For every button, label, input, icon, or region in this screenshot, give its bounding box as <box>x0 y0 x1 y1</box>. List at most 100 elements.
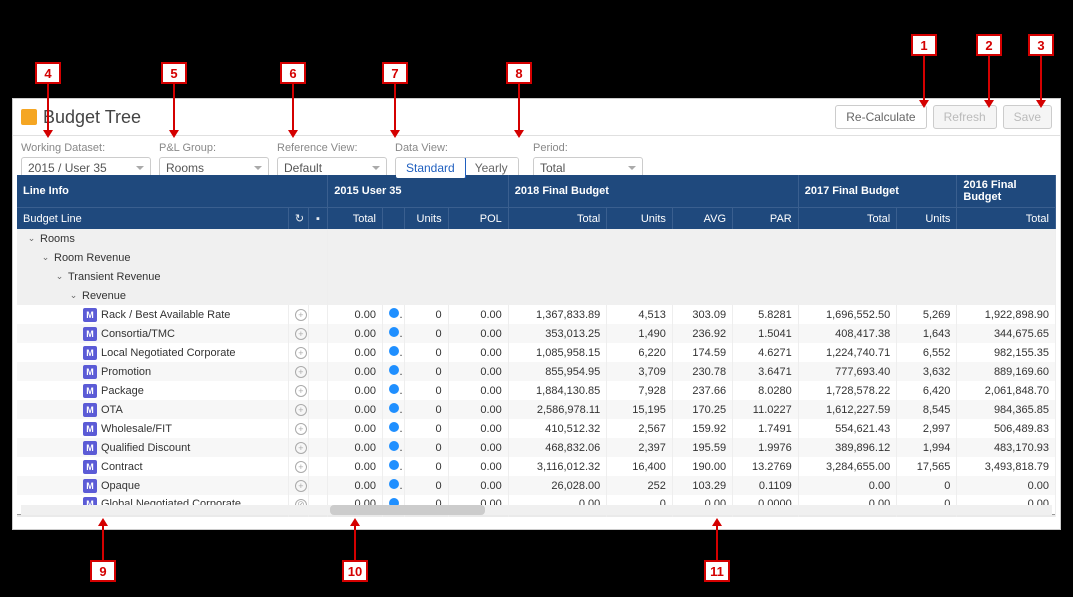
info-icon[interactable] <box>389 460 399 470</box>
cell: 0 <box>404 381 448 400</box>
info-icon[interactable] <box>389 346 399 356</box>
add-icon[interactable]: + <box>295 385 307 397</box>
col-r1-par[interactable]: PAR <box>733 208 799 230</box>
working-dataset-value: 2015 / User 35 <box>28 161 107 175</box>
add-icon[interactable]: + <box>295 461 307 473</box>
col-budget-line[interactable]: Budget Line <box>17 208 288 230</box>
m-badge-icon: M <box>83 327 97 341</box>
group-header-ref1: 2018 Final Budget <box>508 175 798 208</box>
row-label: Room Revenue <box>54 252 130 264</box>
cell: 6,552 <box>897 343 957 362</box>
col-w-units[interactable]: Units <box>404 208 448 230</box>
table-row[interactable]: M Local Negotiated Corporate + 0.0000.00… <box>17 343 1056 362</box>
add-icon[interactable]: + <box>295 366 307 378</box>
cell: 11.0227 <box>733 400 799 419</box>
history-icon[interactable]: ↻ <box>295 212 304 225</box>
col-r2-total[interactable]: Total <box>798 208 896 230</box>
collapse-icon[interactable]: ⌄ <box>55 272 64 281</box>
row-label: Transient Revenue <box>68 271 161 283</box>
row-transient-revenue[interactable]: ⌄ Transient Revenue <box>17 267 1056 286</box>
info-icon[interactable] <box>389 327 399 337</box>
row-label: Package <box>101 385 144 397</box>
info-icon[interactable] <box>389 308 399 318</box>
add-icon[interactable]: + <box>295 442 307 454</box>
cell: 16,400 <box>607 457 673 476</box>
cell: 0 <box>404 343 448 362</box>
row-label: Promotion <box>101 366 151 378</box>
cell: 1,922,898.90 <box>957 305 1056 324</box>
table-row[interactable]: M Promotion + 0.0000.00 855,954.953,7092… <box>17 362 1056 381</box>
cell: 1,696,552.50 <box>798 305 896 324</box>
callout-4: 4 <box>35 62 61 84</box>
cell: 190.00 <box>672 457 732 476</box>
pnl-group-label: P&L Group: <box>159 142 269 154</box>
info-icon[interactable] <box>389 365 399 375</box>
info-icon[interactable] <box>389 403 399 413</box>
data-view-standard[interactable]: Standard <box>395 157 466 179</box>
row-room-revenue[interactable]: ⌄ Room Revenue <box>17 248 1056 267</box>
horizontal-scrollbar[interactable] <box>21 505 1052 515</box>
cell: 0 <box>404 400 448 419</box>
col-r3-total[interactable]: Total <box>957 208 1056 230</box>
collapse-icon[interactable]: ⌄ <box>69 291 78 300</box>
comment-icon[interactable]: ▪ <box>316 213 320 225</box>
info-icon[interactable] <box>389 441 399 451</box>
callout-10: 10 <box>342 560 368 582</box>
table-row[interactable]: M Qualified Discount + 0.0000.00 468,832… <box>17 438 1056 457</box>
cell: 2,397 <box>607 438 673 457</box>
col-r1-units[interactable]: Units <box>607 208 673 230</box>
table-row[interactable]: M OTA + 0.0000.00 2,586,978.1115,195170.… <box>17 400 1056 419</box>
col-w-total[interactable]: Total <box>328 208 383 230</box>
info-icon[interactable] <box>389 479 399 489</box>
add-icon[interactable]: + <box>295 404 307 416</box>
row-revenue[interactable]: ⌄Revenue <box>17 286 1056 305</box>
table-row[interactable]: M Package + 0.0000.00 1,884,130.857,9282… <box>17 381 1056 400</box>
cell: 1,643 <box>897 324 957 343</box>
collapse-icon[interactable]: ⌄ <box>27 234 36 243</box>
cell: 389,896.12 <box>798 438 896 457</box>
cell: 410,512.32 <box>508 419 606 438</box>
cell: 984,365.85 <box>957 400 1056 419</box>
collapse-icon[interactable]: ⌄ <box>41 253 50 262</box>
col-r1-total[interactable]: Total <box>508 208 606 230</box>
data-view-label: Data View: <box>395 142 525 154</box>
info-icon[interactable] <box>389 384 399 394</box>
col-r2-units[interactable]: Units <box>897 208 957 230</box>
table-row[interactable]: M Rack / Best Available Rate + 0.0000.00… <box>17 305 1056 324</box>
cell: 0.00 <box>448 305 508 324</box>
recalculate-button[interactable]: Re-Calculate <box>835 105 926 129</box>
table-row[interactable]: M Opaque + 0.0000.00 26,028.00252103.290… <box>17 476 1056 495</box>
scrollbar-thumb[interactable] <box>330 505 485 515</box>
refresh-button[interactable]: Refresh <box>933 105 997 129</box>
save-button[interactable]: Save <box>1003 105 1052 129</box>
table-row[interactable]: M Consortia/TMC + 0.0000.00 353,013.251,… <box>17 324 1056 343</box>
row-rooms[interactable]: ⌄Rooms <box>17 229 1056 248</box>
chevron-down-icon <box>136 166 144 170</box>
page-title: Budget Tree <box>43 107 141 128</box>
cell: 982,155.35 <box>957 343 1056 362</box>
cell: 1,728,578.22 <box>798 381 896 400</box>
row-label: Rack / Best Available Rate <box>101 309 230 321</box>
table-row[interactable]: M Contract + 0.0000.00 3,116,012.3216,40… <box>17 457 1056 476</box>
add-icon[interactable]: + <box>295 347 307 359</box>
cell: 3,709 <box>607 362 673 381</box>
m-badge-icon: M <box>83 308 97 322</box>
cell: 0 <box>404 438 448 457</box>
info-icon[interactable] <box>389 422 399 432</box>
add-icon[interactable]: + <box>295 423 307 435</box>
table-row[interactable]: M Wholesale/FIT + 0.0000.00 410,512.322,… <box>17 419 1056 438</box>
cell: 506,489.83 <box>957 419 1056 438</box>
cell: 4.6271 <box>733 343 799 362</box>
callout-3: 3 <box>1028 34 1054 56</box>
cell: 1.7491 <box>733 419 799 438</box>
col-r1-avg[interactable]: AVG <box>672 208 732 230</box>
add-icon[interactable]: + <box>295 328 307 340</box>
add-icon[interactable]: + <box>295 480 307 492</box>
reference-view-value: Default <box>284 161 322 175</box>
row-label: Contract <box>101 461 143 473</box>
period-value: Total <box>540 161 565 175</box>
cell: 6,420 <box>897 381 957 400</box>
add-icon[interactable]: + <box>295 309 307 321</box>
cell: 2,567 <box>607 419 673 438</box>
col-w-pol[interactable]: POL <box>448 208 508 230</box>
